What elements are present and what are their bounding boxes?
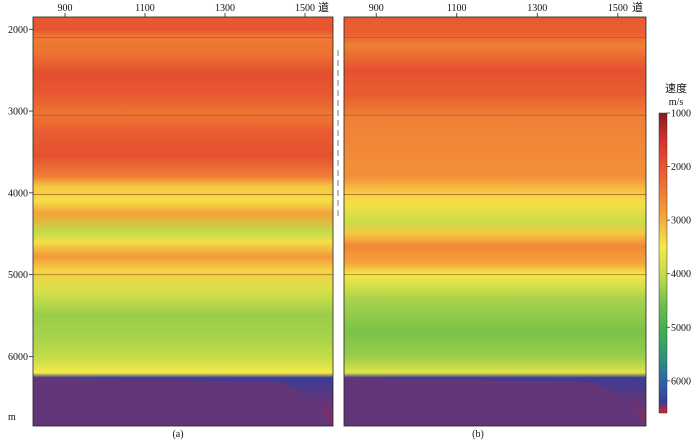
panel-b-horizons	[344, 37, 646, 276]
colorbar-tick-label: 5000	[671, 323, 691, 334]
colorbar-tick-label: 6000	[671, 376, 691, 387]
x-tick-label: 1300	[215, 3, 235, 14]
colorbar-ticks: 1000 2000 3000 4000 5000 6000	[667, 109, 691, 387]
panel-a-frame	[32, 16, 334, 427]
y-tick-label: 5000	[8, 270, 28, 281]
x-tick-label: 1500	[608, 3, 628, 14]
panel-b-frame	[343, 16, 647, 427]
x-tick-label: 1300	[527, 3, 547, 14]
panel-b-velocity-field	[344, 17, 646, 426]
panel-separator	[334, 17, 344, 426]
x-tick-label: 1100	[447, 3, 467, 14]
panel-a: 900 1100 1300 1500 2000 3000 4000 5000 6000 道 m…	[8, 0, 334, 440]
y-tick-label: 4000	[8, 188, 28, 199]
colorbar-tick-label: 2000	[671, 162, 691, 173]
y-tick-label: 3000	[8, 107, 28, 118]
panel-b-basement	[344, 377, 646, 426]
y-tick-label: 6000	[8, 352, 28, 363]
panel-a-label: (a)	[172, 429, 183, 440]
panel-a-velocity-field	[33, 17, 333, 426]
y-tick-label: 2000	[8, 25, 28, 36]
panel-b-x-axis: 900 1100 1300 1500	[369, 3, 628, 17]
colorbar-tick-label: 3000	[671, 216, 691, 227]
colorbar-tick-label: 4000	[671, 269, 691, 280]
colorbar: 速度 m/s 1000 2000 3000 4000 5000 6000	[658, 81, 691, 414]
panel-a-x-axis: 900 1100 1300 1500	[58, 3, 315, 17]
panel-b-x-unit: 道	[632, 0, 643, 14]
colorbar-tick-label: 1000	[671, 109, 691, 120]
x-tick-label: 1500	[295, 3, 315, 14]
panel-a-basement	[33, 377, 333, 426]
panel-a-horizons	[33, 37, 333, 276]
x-tick-label: 900	[369, 3, 384, 14]
colorbar-unit: m/s	[669, 97, 684, 108]
panel-a-x-unit: 道	[318, 0, 329, 14]
x-tick-label: 900	[58, 3, 73, 14]
x-tick-label: 1100	[135, 3, 155, 14]
colorbar-title: 速度	[665, 81, 687, 95]
colorbar-gradient	[658, 112, 668, 414]
panel-a-y-unit: m	[8, 412, 16, 423]
panel-a-y-axis: 2000 3000 4000 5000 6000	[8, 25, 33, 363]
panel-b: 900 1100 1300 1500 道 (b)	[343, 0, 647, 440]
panel-b-label: (b)	[472, 429, 484, 440]
